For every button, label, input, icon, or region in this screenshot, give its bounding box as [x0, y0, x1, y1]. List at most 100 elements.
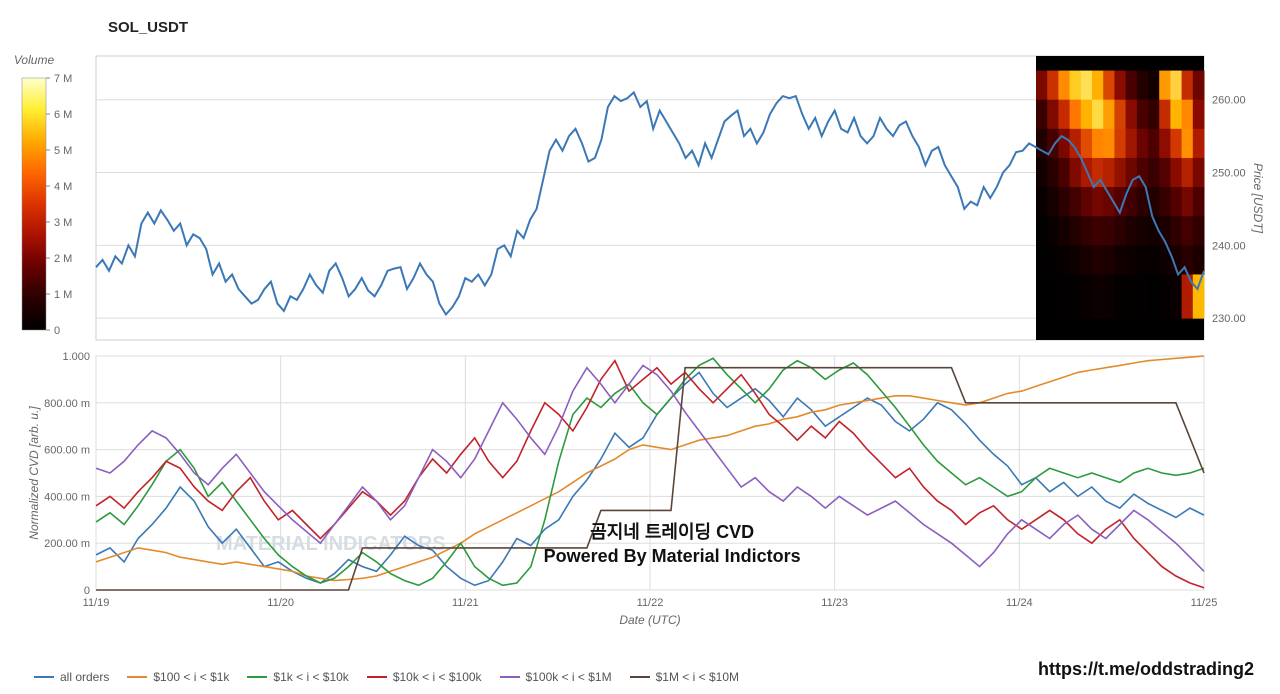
- heatmap-cell: [1070, 71, 1082, 101]
- heatmap-cell: [1159, 100, 1171, 130]
- heatmap-cell: [1103, 245, 1115, 275]
- heatmap-cell: [1148, 158, 1160, 188]
- heatmap-cell: [1103, 100, 1115, 130]
- heatmap-cell: [1058, 129, 1070, 159]
- heatmap-cell: [1170, 274, 1182, 318]
- legend-item[interactable]: $100k < i < $1M: [500, 670, 612, 684]
- price-ylabel: Price [USDT]: [1251, 163, 1265, 234]
- heatmap-cell: [1047, 100, 1059, 130]
- heatmap-cell: [1182, 158, 1194, 188]
- overlay-line1: 곰지네 트레이딩 CVD: [590, 522, 754, 542]
- heatmap-cell: [1058, 245, 1070, 275]
- legend-item[interactable]: all orders: [34, 670, 109, 684]
- heatmap-cell: [1058, 187, 1070, 217]
- heatmap-cell: [1058, 274, 1070, 318]
- colorbar-tick: 7 M: [54, 73, 72, 85]
- colorbar-tick: 5 M: [54, 145, 72, 157]
- heatmap-cell: [1070, 274, 1082, 318]
- x-tick: 11/24: [1006, 597, 1033, 609]
- overlay-line2: Powered By Material Indictors: [544, 546, 801, 566]
- legend-item[interactable]: $1k < i < $10k: [247, 670, 348, 684]
- heatmap-cell: [1148, 274, 1160, 318]
- heatmap-cell: [1081, 216, 1093, 246]
- legend-swatch: [630, 676, 650, 678]
- cvd-ytick: 1.000: [62, 351, 90, 363]
- heatmap-cell: [1148, 71, 1160, 101]
- legend-item[interactable]: $1M < i < $10M: [630, 670, 739, 684]
- footer-link[interactable]: https://t.me/oddstrading2: [1038, 659, 1254, 680]
- heatmap-cell: [1159, 71, 1171, 101]
- cvd-ytick: 0: [84, 585, 90, 597]
- heatmap-cell: [1148, 129, 1160, 159]
- heatmap-cell: [1170, 158, 1182, 188]
- heatmap-cell: [1137, 216, 1149, 246]
- heatmap-cell: [1047, 216, 1059, 246]
- heatmap-cell: [1170, 71, 1182, 101]
- cvd-ytick: 800.00 m: [44, 398, 90, 410]
- heatmap-cell: [1148, 245, 1160, 275]
- legend-swatch: [367, 676, 387, 678]
- heatmap-cell: [1126, 100, 1138, 130]
- heatmap-cell: [1092, 216, 1104, 246]
- legend-label: all orders: [60, 670, 109, 684]
- heatmap-cell: [1070, 158, 1082, 188]
- heatmap-cell: [1137, 71, 1149, 101]
- x-tick: 11/25: [1191, 597, 1218, 609]
- heatmap-cell: [1170, 216, 1182, 246]
- heatmap-cell: [1193, 129, 1205, 159]
- heatmap-cell: [1170, 100, 1182, 130]
- heatmap-cell: [1182, 245, 1194, 275]
- heatmap-cell: [1081, 274, 1093, 318]
- cvd-ylabel: Normalized CVD [arb. u.]: [27, 406, 41, 540]
- colorbar-tick: 0: [54, 325, 60, 337]
- x-title: Date (UTC): [619, 613, 680, 627]
- colorbar-title: Volume: [14, 53, 55, 67]
- heatmap-cell: [1126, 245, 1138, 275]
- heatmap-cell: [1081, 71, 1093, 101]
- heatmap-cell: [1114, 129, 1126, 159]
- heatmap-cell: [1193, 245, 1205, 275]
- colorbar-tick: 1 M: [54, 289, 72, 301]
- x-tick: 11/23: [821, 597, 848, 609]
- heatmap-cell: [1047, 187, 1059, 217]
- legend-swatch: [500, 676, 520, 678]
- heatmap-cell: [1114, 245, 1126, 275]
- heatmap-cell: [1137, 129, 1149, 159]
- heatmap-cell: [1092, 274, 1104, 318]
- heatmap-cell: [1159, 274, 1171, 318]
- heatmap-cell: [1114, 100, 1126, 130]
- legend-label: $1M < i < $10M: [656, 670, 739, 684]
- legend-swatch: [127, 676, 147, 678]
- heatmap-cell: [1058, 158, 1070, 188]
- heatmap-cell: [1092, 100, 1104, 130]
- heatmap-cell: [1126, 129, 1138, 159]
- heatmap-cell: [1047, 245, 1059, 275]
- heatmap-cell: [1193, 158, 1205, 188]
- heatmap-cell: [1103, 216, 1115, 246]
- legend-label: $100 < i < $1k: [153, 670, 229, 684]
- heatmap-cell: [1103, 274, 1115, 318]
- legend-item[interactable]: $10k < i < $100k: [367, 670, 482, 684]
- colorbar-tick: 2 M: [54, 253, 72, 265]
- heatmap-cell: [1193, 71, 1205, 101]
- heatmap-cell: [1193, 100, 1205, 130]
- heatmap-cell: [1081, 129, 1093, 159]
- volume-colorbar: [22, 78, 46, 330]
- heatmap-cell: [1058, 71, 1070, 101]
- heatmap-cell: [1092, 245, 1104, 275]
- legend-swatch: [247, 676, 267, 678]
- heatmap-cell: [1070, 100, 1082, 130]
- heatmap-cell: [1081, 100, 1093, 130]
- heatmap-cell: [1092, 71, 1104, 101]
- watermark: MATERIAL INDICATORS: [216, 533, 446, 555]
- heatmap-cell: [1159, 187, 1171, 217]
- heatmap-cell: [1047, 274, 1059, 318]
- legend-item[interactable]: $100 < i < $1k: [127, 670, 229, 684]
- heatmap-cell: [1193, 187, 1205, 217]
- heatmap-cell: [1193, 274, 1205, 318]
- colorbar-tick: 3 M: [54, 217, 72, 229]
- heatmap-cell: [1170, 187, 1182, 217]
- heatmap-cell: [1036, 71, 1048, 101]
- chart-title: SOL_USDT: [108, 19, 188, 36]
- price-ytick: 250.00: [1212, 168, 1246, 180]
